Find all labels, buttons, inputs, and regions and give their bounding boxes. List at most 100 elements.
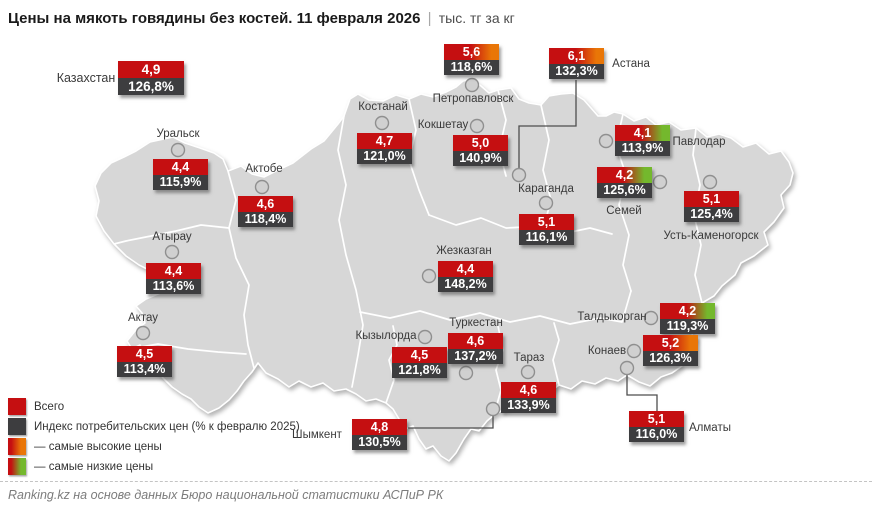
chart-title-text: Цены на мякоть говядины без костей. 11 ф… xyxy=(8,10,421,27)
city-dot-astana xyxy=(511,167,527,183)
price-badge-uralsk: 4,4 115,9% xyxy=(153,159,208,190)
price-value: 5,6 xyxy=(444,44,499,60)
city-label-karaganda: Караганда xyxy=(518,183,574,195)
price-badge-pavlodar: 4,1 113,9% xyxy=(615,125,670,156)
city-dot-aktobe xyxy=(254,179,270,195)
price-badge-kazakhstan: 4,9 126,8% xyxy=(118,61,184,95)
price-value: 4,2 xyxy=(660,303,715,319)
price-badge-ust-kamenogorsk: 5,1 125,4% xyxy=(684,191,739,222)
cpi-index-value: 113,9% xyxy=(615,141,670,156)
city-dot-zhezkazgan xyxy=(421,268,437,284)
city-dot-karaganda xyxy=(538,195,554,211)
cpi-index-value: 126,8% xyxy=(118,78,184,95)
price-badge-atyrau: 4,4 113,6% xyxy=(146,263,201,294)
price-badge-taraz: 4,6 133,9% xyxy=(501,382,556,413)
legend-label: — самые низкие цены xyxy=(34,460,154,473)
legend-row-red-orange: — самые высокие цены xyxy=(8,438,300,455)
chart-title: Цены на мякоть говядины без костей. 11 ф… xyxy=(8,10,515,27)
cpi-index-value: 113,4% xyxy=(117,362,172,377)
city-dot-aktau xyxy=(135,325,151,341)
cpi-index-value: 133,9% xyxy=(501,398,556,413)
price-value: 4,8 xyxy=(352,419,407,435)
title-separator: | xyxy=(427,10,432,27)
price-value: 5,1 xyxy=(519,214,574,230)
city-label-kokshetau: Кокшетау xyxy=(417,119,469,131)
city-label-taldykorgan: Талдыкорган xyxy=(577,311,647,323)
city-label-kostanay: Костанай xyxy=(358,101,408,113)
city-dot-taraz xyxy=(520,364,536,380)
cpi-index-value: 118,6% xyxy=(444,60,499,75)
legend-label: Всего xyxy=(34,400,65,413)
city-label-atyrau: Атырау xyxy=(152,231,192,243)
city-dot-shymkent xyxy=(485,401,501,417)
legend: Всего Индекс потребительских цен (% к фев… xyxy=(8,398,300,478)
city-dot-almaty xyxy=(619,360,635,376)
city-label-pavlodar: Павлодар xyxy=(672,136,726,148)
leader-line-astana xyxy=(518,80,577,168)
source-text: Ranking.kz на основе данных Бюро национа… xyxy=(8,488,444,502)
legend-swatch-gray xyxy=(8,418,26,435)
price-value: 4,5 xyxy=(392,347,447,363)
price-badge-turkestan: 4,6 137,2% xyxy=(448,333,503,364)
city-label-zhezkazgan: Жезказган xyxy=(436,245,492,257)
city-label-ust-kamenogorsk: Усть-Каменогорск xyxy=(663,230,759,242)
chart-title-units: тыс. тг за кг xyxy=(438,10,515,26)
cpi-index-value: 113,6% xyxy=(146,279,201,294)
city-dot-ust-kamenogorsk xyxy=(702,174,718,190)
source-footer: Ranking.kz на основе данных Бюро национа… xyxy=(0,481,872,502)
price-badge-kyzylorda: 4,5 121,8% xyxy=(392,347,447,378)
price-value: 4,6 xyxy=(501,382,556,398)
city-label-aktobe: Актобе xyxy=(245,163,283,175)
cpi-index-value: 116,1% xyxy=(519,230,574,245)
price-value: 4,2 xyxy=(597,167,652,183)
price-value: 4,7 xyxy=(357,133,412,149)
city-label-semey: Семей xyxy=(606,205,642,217)
cpi-index-value: 132,3% xyxy=(549,64,604,79)
cpi-index-value: 121,8% xyxy=(392,363,447,378)
city-label-astana: Астана xyxy=(612,58,650,70)
price-value: 5,2 xyxy=(643,335,698,351)
cpi-index-value: 119,3% xyxy=(660,319,715,334)
price-value: 5,1 xyxy=(629,411,684,427)
city-dot-semey xyxy=(652,174,668,190)
price-badge-taldykorgan: 4,2 119,3% xyxy=(660,303,715,334)
city-label-turkestan: Туркестан xyxy=(449,317,503,329)
legend-row-gray: Индекс потребительских цен (% к февралю … xyxy=(8,418,300,435)
cpi-index-value: 125,6% xyxy=(597,183,652,198)
city-dot-turkestan xyxy=(458,365,474,381)
price-badge-aktobe: 4,6 118,4% xyxy=(238,196,293,227)
legend-swatch-red xyxy=(8,398,26,415)
cpi-index-value: 116,0% xyxy=(629,427,684,442)
price-badge-semey: 4,2 125,6% xyxy=(597,167,652,198)
price-badge-almaty: 5,1 116,0% xyxy=(629,411,684,442)
city-label-aktau: Актау xyxy=(128,312,158,324)
legend-row-red-green: — самые низкие цены xyxy=(8,458,300,475)
city-label-konaev: Конаев xyxy=(587,345,627,357)
cpi-index-value: 140,9% xyxy=(453,151,508,166)
city-label-kyzylorda: Кызылорда xyxy=(355,330,417,342)
city-label-petropavlovsk: Петропавловск xyxy=(432,93,514,105)
city-label-uralsk: Уральск xyxy=(156,128,200,140)
leader-line-almaty xyxy=(626,375,658,412)
price-value: 4,4 xyxy=(153,159,208,175)
city-label-kazakhstan: Казахстан xyxy=(56,71,116,85)
city-dot-petropavlovsk xyxy=(464,77,480,93)
legend-swatch-red-orange xyxy=(8,438,26,455)
price-value: 4,4 xyxy=(438,261,493,277)
price-value: 4,5 xyxy=(117,346,172,362)
city-label-almaty: Алматы xyxy=(689,422,731,434)
price-value: 5,0 xyxy=(453,135,508,151)
cpi-index-value: 137,2% xyxy=(448,349,503,364)
leader-line-shymkent xyxy=(408,416,494,429)
cpi-index-value: 148,2% xyxy=(438,277,493,292)
city-dot-atyrau xyxy=(164,244,180,260)
price-value: 6,1 xyxy=(549,48,604,64)
legend-label: Индекс потребительских цен (% к февралю … xyxy=(34,420,300,433)
price-badge-shymkent: 4,8 130,5% xyxy=(352,419,407,450)
legend-row-red: Всего xyxy=(8,398,300,415)
price-value: 5,1 xyxy=(684,191,739,207)
cpi-index-value: 130,5% xyxy=(352,435,407,450)
price-value: 4,6 xyxy=(238,196,293,212)
city-dot-kyzylorda xyxy=(417,329,433,345)
